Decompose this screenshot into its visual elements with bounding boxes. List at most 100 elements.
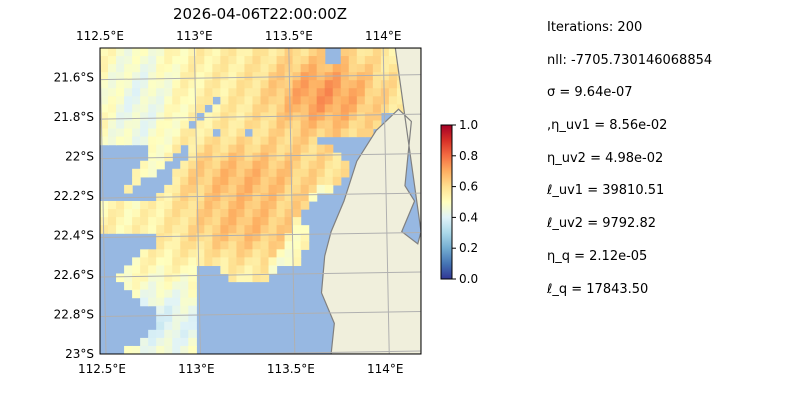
heatmap-cell xyxy=(172,104,181,114)
heatmap-cell xyxy=(308,88,318,97)
heatmap-cell xyxy=(252,265,262,275)
heatmap-cell xyxy=(276,184,286,194)
heatmap-cell xyxy=(156,144,165,154)
heatmap-cell xyxy=(156,160,165,170)
heatmap-cell xyxy=(164,56,173,65)
heatmap-cell xyxy=(268,136,278,146)
heatmap-cell xyxy=(140,209,149,218)
heatmap-cell xyxy=(124,225,133,234)
heatmap-cell xyxy=(380,96,390,105)
heatmap-cell xyxy=(188,48,197,57)
heatmap-cell xyxy=(284,241,294,250)
heatmap-cell xyxy=(388,80,398,89)
heatmap-cell xyxy=(196,201,205,210)
heatmap-cell xyxy=(236,209,246,218)
heatmap-cell xyxy=(276,136,286,146)
heatmap-cell xyxy=(180,273,189,283)
heatmap-cell xyxy=(244,233,254,242)
heatmap-cell xyxy=(372,64,382,73)
heatmap-cell xyxy=(236,96,246,105)
heatmap-cell xyxy=(284,112,294,122)
colorbar-tick-label: 0.0 xyxy=(459,272,478,286)
x-tick-label-top: 114°E xyxy=(365,29,402,43)
heatmap-cell xyxy=(260,225,270,234)
heatmap-cell xyxy=(204,209,213,218)
heatmap-cell xyxy=(340,168,350,178)
heatmap-cell xyxy=(180,257,189,267)
heatmap-cell xyxy=(348,80,358,89)
heatmap-cell xyxy=(228,249,238,258)
parameter-item: ℓ_q = 17843.50 xyxy=(547,281,649,297)
heatmap-cell xyxy=(260,257,270,267)
heatmap-cell xyxy=(348,112,358,122)
heatmap-cell xyxy=(172,72,181,81)
heatmap-cell xyxy=(172,345,181,354)
parameter-item: nll: -7705.730146068854 xyxy=(547,52,713,68)
heatmap-cell xyxy=(252,48,262,57)
heatmap-cell xyxy=(228,64,238,73)
heatmap-cell xyxy=(164,120,173,130)
heatmap-cell xyxy=(212,160,221,170)
x-tick-label-bottom: 114°E xyxy=(367,362,404,376)
heatmap-cell xyxy=(148,209,157,218)
heatmap-cell xyxy=(156,297,165,307)
heatmap-cell xyxy=(156,225,165,234)
heatmap-cell xyxy=(132,201,141,210)
heatmap-cell xyxy=(196,136,205,146)
heatmap-cell xyxy=(140,168,149,178)
heatmap-cell xyxy=(188,225,197,234)
heatmap-cell xyxy=(276,176,286,186)
heatmap-cell xyxy=(308,136,318,146)
heatmap-cell xyxy=(332,72,342,81)
heatmap-cell xyxy=(388,88,398,97)
heatmap-cell xyxy=(308,168,318,178)
heatmap-cell xyxy=(364,56,374,65)
heatmap-cell xyxy=(252,241,262,250)
heatmap-cell xyxy=(316,96,326,105)
heatmap-cell xyxy=(268,80,278,89)
heatmap-cell xyxy=(124,128,133,138)
heatmap-cell xyxy=(148,337,157,347)
heatmap-cell xyxy=(236,80,246,89)
heatmap-cell xyxy=(148,329,157,339)
heatmap-cell xyxy=(348,72,358,81)
heatmap-cell xyxy=(228,136,238,146)
heatmap-cell xyxy=(236,225,246,234)
heatmap-cell xyxy=(124,265,133,275)
heatmap-cell xyxy=(204,249,213,258)
y-tick-label: 22.8°S xyxy=(54,308,94,322)
heatmap-cell xyxy=(276,241,286,250)
heatmap-cell xyxy=(188,72,197,81)
heatmap-cell xyxy=(340,112,350,122)
heatmap-cell xyxy=(108,225,117,234)
heatmap-cell xyxy=(340,96,350,105)
colorbar-gradient xyxy=(440,124,453,280)
heatmap-cell xyxy=(276,96,286,105)
heatmap-cell xyxy=(228,233,238,242)
heatmap-cell xyxy=(124,120,133,130)
heatmap-cell xyxy=(164,217,173,226)
heatmap-cell xyxy=(164,96,173,105)
heatmap-cell xyxy=(300,176,310,186)
heatmap-cell xyxy=(228,128,238,138)
heatmap-cell xyxy=(180,337,189,347)
heatmap-cell xyxy=(140,80,149,89)
heatmap-cell xyxy=(124,88,133,97)
heatmap-cell xyxy=(364,72,374,81)
heatmap-cell xyxy=(356,128,366,138)
heatmap-cell xyxy=(188,88,197,97)
heatmap-cell xyxy=(212,120,221,130)
heatmap-cell xyxy=(124,281,133,291)
heatmap-cell xyxy=(164,233,173,242)
heatmap-cell xyxy=(244,48,254,57)
heatmap-cell xyxy=(132,56,141,65)
heatmap-cell xyxy=(308,112,318,122)
heatmap-cell xyxy=(212,48,221,57)
heatmap-cell xyxy=(252,72,262,81)
gridline-lat xyxy=(100,311,421,318)
heatmap-cell xyxy=(276,209,286,218)
heatmap-cell xyxy=(292,96,302,105)
heatmap-cell xyxy=(332,128,342,138)
heatmap-cell xyxy=(204,144,213,154)
heatmap-cell xyxy=(204,112,213,122)
